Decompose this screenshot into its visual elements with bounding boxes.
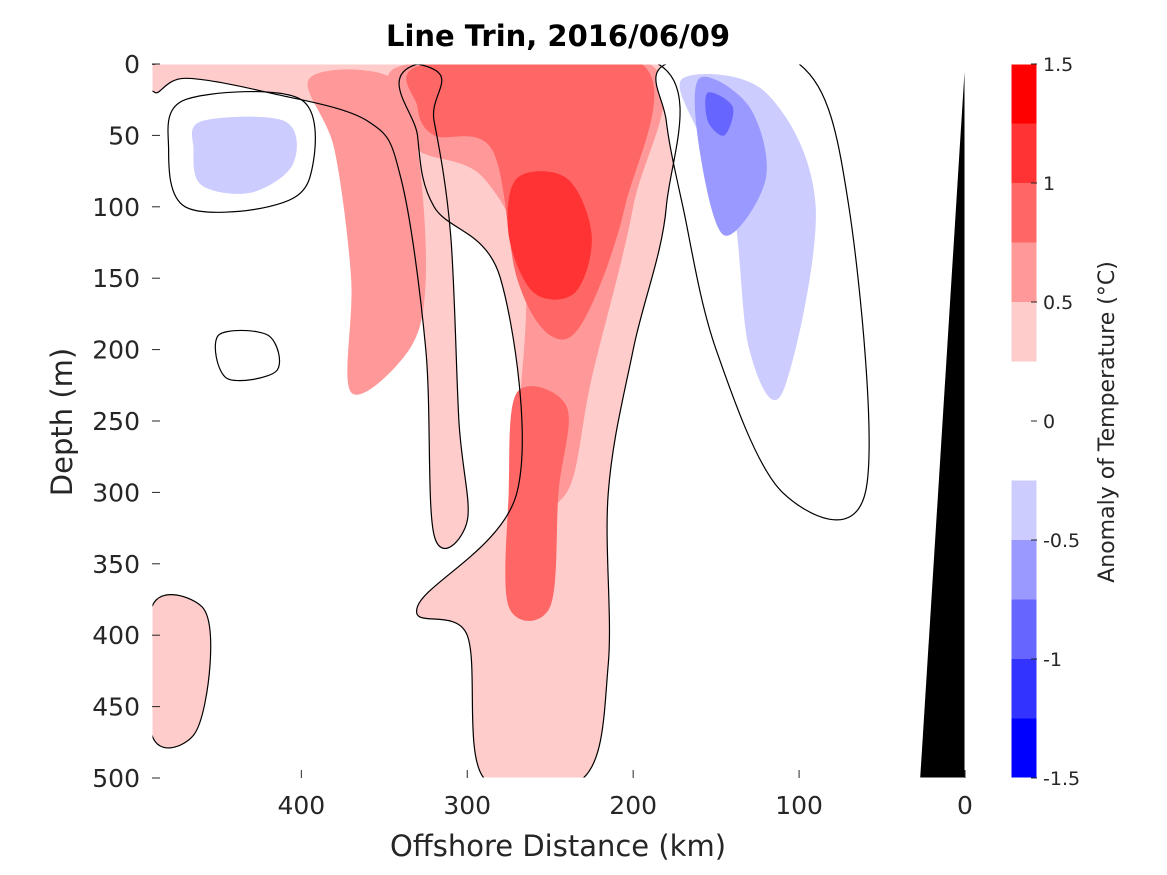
zero-contour-line-10 [655,64,870,521]
zero-contour-line-7 [152,594,212,749]
colorbar-tick-label: 0 [1043,411,1055,433]
zero-contour-line-0 [152,64,469,549]
y-tick-label: 450 [92,693,140,722]
colorbar-segment [1011,718,1037,778]
contour-region-positive-5 [505,386,569,621]
x-tick-label: 300 [443,791,491,820]
chart-title: Line Trin, 2016/06/09 [386,19,730,53]
colorbar-tick-label: -0.5 [1043,530,1080,552]
zero-contour-line-8 [167,91,316,213]
colorbar-tick-label: -1 [1043,649,1062,671]
y-tick-label: 100 [92,193,140,222]
contour-region-negative-13 [705,92,734,136]
bathymetry-wedge [920,64,965,778]
colorbar-tick-label: -1.5 [1043,768,1080,790]
contour-region-negative-14 [215,330,280,381]
bathymetry-layer [920,64,965,778]
y-axis-label: Depth (m) [45,348,79,496]
y-tick-label: 150 [92,264,140,293]
colorbar-tick-label: 1.5 [1043,54,1073,76]
x-tick-label: 400 [277,791,325,820]
contour-region-positive-6 [507,171,592,300]
x-tick-label: 100 [775,791,823,820]
colorbar-segment [1011,64,1037,124]
y-tick-label: 350 [92,550,140,579]
colorbar-segment [1011,540,1037,600]
colorbar-segment [1011,123,1037,183]
colorbar-segment [1011,599,1037,659]
y-axis: 0 50 100 150 200 250 300 350 400 450 500 [92,50,160,793]
colorbar-segment [1011,480,1037,540]
colorbar-label: Anomaly of Temperature (°C) [1095,261,1120,583]
y-tick-label: 50 [108,121,140,150]
zero-contour-line-1 [398,64,681,778]
y-tick-label: 0 [124,50,140,79]
contour-region-negative-9 [191,116,297,194]
colorbar-segment [1011,659,1037,719]
zero-contour-line-14 [214,329,281,382]
contour-region-positive-7 [152,594,211,748]
x-tick-label: 0 [957,791,973,820]
y-tick-label: 200 [92,336,140,365]
colorbar-tick-label: 0.5 [1043,292,1073,314]
zero-contour-lines [152,64,870,778]
x-axis: 400 300 200 100 0 [277,770,973,820]
contour-region-positive-3 [307,69,427,395]
y-tick-label: 500 [92,764,140,793]
x-tick-label: 200 [609,791,657,820]
y-tick-label: 250 [92,407,140,436]
colorbar: 1.5 1 0.5 0 -0.5 -1 -1.5 [1010,54,1080,790]
colorbar-tick-label: 1 [1043,173,1055,195]
contour-fill-layer [152,64,870,778]
colorbar-segment [1011,183,1037,243]
y-tick-label: 400 [92,621,140,650]
x-axis-label: Offshore Distance (km) [390,829,726,863]
colorbar-segment [1011,242,1037,302]
contour-region-positive-0 [152,64,469,549]
y-tick-label: 300 [92,478,140,507]
colorbar-segment [1011,302,1037,362]
